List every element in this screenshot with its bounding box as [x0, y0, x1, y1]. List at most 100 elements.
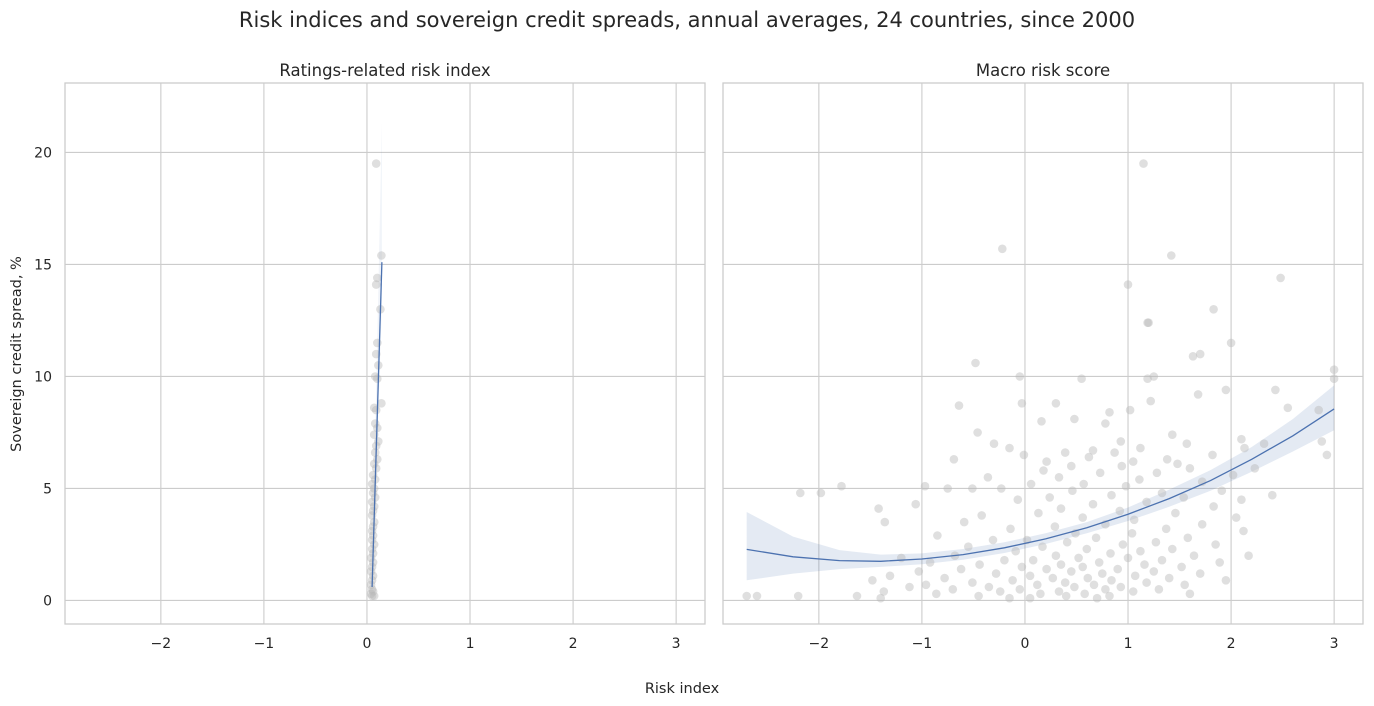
- scatter-point: [1179, 493, 1188, 502]
- scatter-point: [1244, 551, 1253, 560]
- scatter-point: [1123, 553, 1133, 563]
- scatter-point: [1259, 439, 1269, 449]
- scatter-point: [1143, 318, 1152, 328]
- x-tick-label: 2: [569, 636, 578, 652]
- scatter-point: [1026, 479, 1036, 489]
- scatter-point: [885, 571, 895, 581]
- scatter-point: [371, 405, 381, 415]
- scatter-point: [742, 591, 751, 601]
- scatter-point: [1185, 589, 1195, 599]
- scatter-point: [369, 403, 379, 413]
- scatter-point: [1237, 434, 1246, 444]
- scatter-point: [1025, 571, 1035, 581]
- y-tick-label: 20: [34, 145, 52, 161]
- scatter-point: [1083, 573, 1093, 583]
- scatter-point: [1128, 457, 1138, 466]
- scatter-point: [943, 484, 952, 493]
- scatter-point: [1068, 486, 1077, 496]
- scatter-point: [366, 580, 376, 590]
- x-tick-label: 0: [363, 636, 372, 652]
- x-tick-label: 3: [672, 636, 681, 652]
- scatter-point: [837, 481, 846, 491]
- scatter-point: [1283, 403, 1293, 413]
- scatter-point: [968, 578, 977, 587]
- scatter-point: [1038, 542, 1047, 551]
- scatter-point: [921, 580, 931, 590]
- scatter-point: [1067, 567, 1076, 576]
- scatter-point: [1113, 564, 1122, 574]
- scatter-point: [1183, 533, 1193, 543]
- scatter-point: [1149, 567, 1159, 576]
- scatter-point: [1060, 448, 1070, 457]
- scatter-point: [973, 428, 982, 437]
- scatter-point: [1168, 544, 1177, 554]
- scatter-point: [368, 571, 378, 581]
- scatter-point: [371, 349, 381, 359]
- scatter-point: [880, 517, 890, 527]
- scatter-point: [1084, 452, 1094, 462]
- x-tick-label: −2: [151, 636, 172, 652]
- scatter-point: [964, 542, 973, 551]
- scatter-point: [1089, 580, 1099, 590]
- scatter-point: [1197, 520, 1207, 529]
- scatter-point: [876, 593, 885, 603]
- scatter-point: [1033, 580, 1042, 590]
- scatter-point: [914, 567, 924, 576]
- scatter-point: [975, 560, 984, 569]
- scatter-point: [1098, 569, 1107, 578]
- scatter-point: [1074, 553, 1083, 563]
- x-axis-label: Risk index: [645, 681, 720, 697]
- scatter-point: [1157, 555, 1167, 565]
- panel-ratings-related-risk-index: Ratings-related risk index −2 −1 0 1 2 3 0 5 10 15…: [34, 61, 706, 652]
- scatter-point: [1151, 537, 1161, 547]
- scatter-point: [1127, 529, 1137, 538]
- scatter-point: [852, 591, 862, 601]
- scatter-point: [1050, 522, 1060, 531]
- scatter-point: [1051, 399, 1061, 408]
- scatter-point: [949, 455, 959, 464]
- scatter-point: [1276, 273, 1285, 283]
- scatter-point: [1054, 473, 1064, 482]
- scatter-point: [1237, 495, 1246, 505]
- scatter-point: [1250, 464, 1260, 473]
- scatter-point: [1217, 486, 1227, 496]
- scatter-point: [968, 484, 977, 493]
- scatter-point: [1054, 587, 1064, 596]
- scatter-point: [954, 401, 964, 410]
- y-tick-label: 5: [43, 481, 52, 497]
- scatter-point: [1135, 475, 1144, 484]
- x-tick-label: 0: [1021, 636, 1030, 652]
- scatter-point: [1118, 540, 1128, 549]
- scatter-point: [988, 535, 998, 545]
- fit-line: [746, 408, 1335, 562]
- confidence-band: [372, 123, 382, 594]
- scatter-point: [920, 481, 930, 491]
- scatter-point: [1139, 159, 1148, 168]
- scatter-point: [974, 591, 983, 601]
- scatter-point: [1080, 589, 1089, 599]
- scatter-point: [984, 582, 994, 592]
- scatter-point: [1189, 551, 1199, 560]
- scatter-point: [369, 540, 379, 549]
- scatter-point: [1193, 390, 1203, 399]
- y-tick-label: 0: [43, 593, 52, 609]
- scatter-point: [373, 455, 382, 464]
- scatter-point: [1017, 562, 1027, 572]
- scatter-point: [1177, 562, 1186, 572]
- scatter-point: [1180, 580, 1189, 590]
- scatter-point: [367, 544, 377, 554]
- scatter-point: [1221, 385, 1231, 395]
- scatter-point: [1239, 526, 1248, 536]
- scatter-point: [367, 479, 377, 489]
- scatter-point: [1268, 490, 1277, 500]
- scatter-point: [1125, 405, 1135, 415]
- scatter-point: [879, 587, 889, 596]
- scatter-point: [1128, 587, 1138, 596]
- scatter-point: [1162, 455, 1172, 464]
- scatter-point: [956, 564, 966, 574]
- scatter-point: [370, 372, 380, 381]
- scatter-point: [377, 399, 386, 408]
- scatter-point: [377, 251, 386, 260]
- scatter-point: [983, 473, 993, 482]
